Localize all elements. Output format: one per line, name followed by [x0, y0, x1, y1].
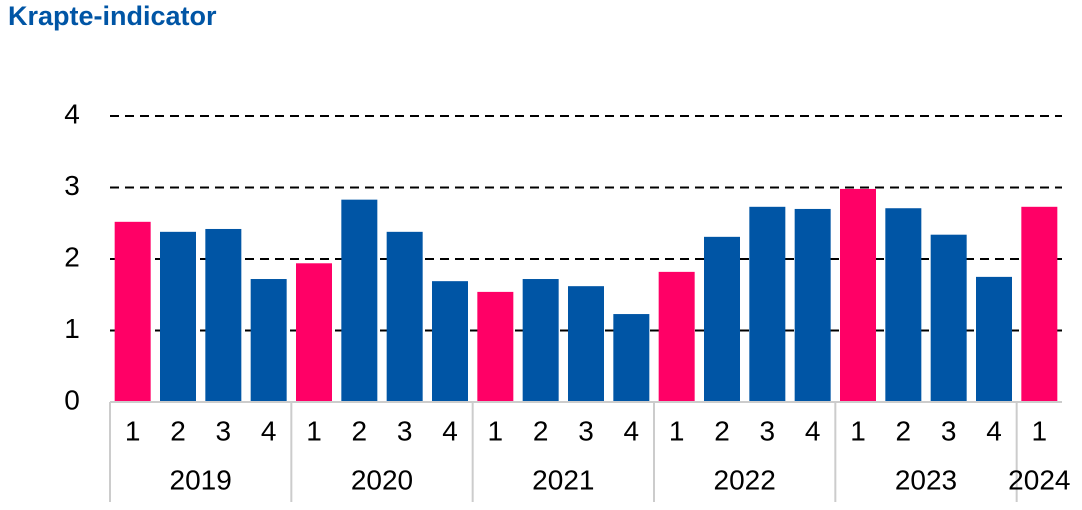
x-tick-label: 3: [216, 415, 232, 446]
bar: [114, 221, 151, 402]
bar: [477, 291, 514, 402]
bar: [885, 208, 922, 402]
bar: [568, 286, 604, 402]
x-group-label: 2022: [714, 464, 776, 495]
x-tick-label: 3: [941, 415, 957, 446]
x-group-label: 2019: [170, 464, 232, 495]
x-tick-label: 1: [669, 415, 685, 446]
bar: [794, 208, 831, 402]
x-group-label: 2020: [351, 464, 413, 495]
bar: [296, 263, 332, 402]
bar: [341, 199, 378, 402]
x-tick-label: 2: [352, 415, 368, 446]
x-tick-label: 2: [714, 415, 730, 446]
x-tick-label: 2: [170, 415, 186, 446]
x-tick-label: 3: [397, 415, 413, 446]
bar: [522, 279, 559, 402]
x-group-label: 2021: [532, 464, 594, 495]
bar: [1021, 206, 1058, 402]
bar: [704, 236, 740, 402]
x-tick-label: 3: [760, 415, 776, 446]
x-tick-label: 3: [578, 415, 594, 446]
x-tick-label: 4: [986, 415, 1002, 446]
x-group-label: 2024: [1008, 464, 1070, 495]
y-tick-label: 2: [64, 241, 80, 272]
chart-title: Krapte-indicator: [8, 1, 217, 31]
x-tick-label: 4: [805, 415, 821, 446]
bar: [205, 228, 242, 402]
bar: [930, 234, 967, 402]
bar: [432, 281, 468, 402]
y-tick-label: 0: [64, 384, 80, 415]
bar: [976, 276, 1012, 402]
bar: [658, 271, 695, 402]
bar: [250, 279, 287, 402]
x-tick-label: 1: [306, 415, 322, 446]
x-tick-label: 4: [261, 415, 277, 446]
x-tick-label: 1: [125, 415, 141, 446]
bar: [613, 314, 650, 402]
y-tick-label: 3: [64, 170, 80, 201]
x-tick-label: 1: [488, 415, 504, 446]
y-tick-label: 1: [64, 313, 80, 344]
x-tick-label: 2: [533, 415, 549, 446]
bar: [749, 206, 786, 402]
x-group-label: 2023: [895, 464, 957, 495]
y-tick-label: 4: [64, 98, 80, 129]
bar: [386, 231, 423, 402]
x-tick-label: 1: [850, 415, 866, 446]
bar: [160, 231, 196, 402]
x-tick-label: 4: [442, 415, 458, 446]
x-tick-label: 1: [1032, 415, 1048, 446]
x-tick-label: 2: [896, 415, 912, 446]
x-tick-label: 4: [624, 415, 640, 446]
bar: [840, 188, 876, 402]
